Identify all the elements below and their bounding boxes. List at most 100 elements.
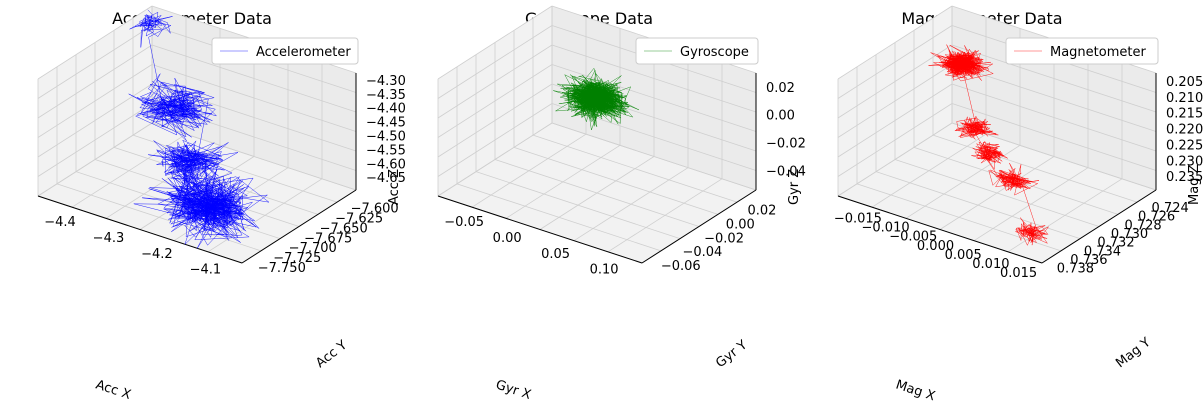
x-tick-label: 0.10 xyxy=(590,263,619,278)
z-tick-label: −4.35 xyxy=(366,88,406,103)
grid-line xyxy=(837,122,953,197)
z-tick-label: 0.220 xyxy=(1166,123,1203,138)
x-tick-label: −4.3 xyxy=(93,231,125,246)
y-tick-label: −7.600 xyxy=(351,202,399,217)
z-tick-label: 0.225 xyxy=(1166,138,1203,153)
z-axis-label: Acc Z xyxy=(387,169,402,205)
x-tick-label: 0.005 xyxy=(945,248,982,263)
z-tick-label: −4.65 xyxy=(366,171,406,186)
legend-box xyxy=(1005,37,1159,65)
grid-line xyxy=(532,134,738,203)
y-axis-label: Mag Y xyxy=(1113,335,1153,371)
x-tick-label: −4.1 xyxy=(190,263,222,278)
z-tick-label: 0.230 xyxy=(1166,154,1203,169)
grid-line xyxy=(437,122,553,197)
x-tick-label: −4.2 xyxy=(141,247,173,262)
grid-line xyxy=(37,5,153,80)
x-tick-label: 0.05 xyxy=(541,247,570,262)
legend-label: Magnetometer xyxy=(1050,45,1146,60)
y-tick-label: −7.725 xyxy=(273,251,321,266)
panel-2: Magnetometer Data−0.015−0.010−0.0050.000… xyxy=(834,5,1203,405)
z-tick-label: −4.45 xyxy=(366,116,406,131)
x-tick-label: 0.00 xyxy=(493,231,522,246)
x-tick-label: −0.005 xyxy=(889,230,937,245)
x-axis-label: Gyr X xyxy=(494,378,533,403)
grid-line xyxy=(551,122,757,191)
y-axis-line xyxy=(1041,189,1157,264)
z-tick-label: 0.00 xyxy=(766,109,795,124)
y-tick-label: 0.726 xyxy=(1138,210,1175,225)
x-axis-label: Mag X xyxy=(894,378,937,405)
y-tick-label: −7.625 xyxy=(335,212,383,227)
legend-label: Accelerometer xyxy=(256,45,351,60)
y-axis-label: Acc Y xyxy=(313,338,350,371)
tick-labels: −4.4 −4.3 −4.2 −4.1 −7.600−7.625−7.650−7.675… xyxy=(44,74,406,278)
grid-line xyxy=(37,122,153,197)
x-tick-label: 0.010 xyxy=(972,257,1009,272)
y-axis-line xyxy=(241,189,357,264)
y-tick-label: −7.700 xyxy=(289,241,337,256)
y-tick-label: 0.730 xyxy=(1111,227,1148,242)
y-axis-line xyxy=(641,189,757,264)
x-axis-label: Acc X xyxy=(94,378,133,403)
grid-line xyxy=(837,5,953,80)
y-tick-label: 0.724 xyxy=(1152,201,1189,216)
legend: Gyroscope xyxy=(635,37,759,65)
y-tick-label: −0.06 xyxy=(661,259,701,274)
series-trace xyxy=(928,44,1049,246)
x-tick-label: −0.010 xyxy=(862,221,910,236)
series-trace xyxy=(553,67,640,131)
legend-box xyxy=(635,37,759,65)
grid-line xyxy=(437,5,553,80)
tick-labels: −0.050.000.050.100.020.00−0.02−0.04−0.06… xyxy=(444,81,806,278)
x-tick-label: −4.4 xyxy=(44,215,76,230)
x-tick-label: 0.000 xyxy=(917,239,954,254)
z-tick-label: −4.60 xyxy=(366,157,406,172)
x-axis-line xyxy=(837,195,1043,264)
x-tick-label: −0.05 xyxy=(444,215,484,230)
y-tick-label: 0.736 xyxy=(1070,253,1107,268)
y-tick-label: 0.732 xyxy=(1097,236,1134,251)
x-tick-label: −0.015 xyxy=(834,212,882,227)
series-trace xyxy=(128,9,270,249)
z-tick-label: −4.50 xyxy=(366,130,406,145)
z-tick-label: −0.04 xyxy=(766,164,806,179)
y-tick-label: 0.02 xyxy=(747,204,776,219)
grid-line xyxy=(151,122,357,191)
y-tick-label: −7.650 xyxy=(320,221,368,236)
z-axis-label: Mag Z xyxy=(1187,164,1202,205)
z-tick-label: −4.40 xyxy=(366,102,406,117)
x-axis-line xyxy=(437,195,643,264)
y-tick-label: −0.04 xyxy=(682,245,722,260)
z-tick-label: 0.215 xyxy=(1166,107,1203,122)
y-tick-label: 0.728 xyxy=(1124,218,1161,233)
y-tick-label: 0.00 xyxy=(726,217,755,232)
y-tick-label: −7.675 xyxy=(304,231,352,246)
z-tick-label: −4.55 xyxy=(366,143,406,158)
grid-line xyxy=(837,25,953,99)
y-tick-label: −0.02 xyxy=(704,231,744,246)
legend: Accelerometer xyxy=(211,37,359,65)
y-tick-label: −7.750 xyxy=(258,261,306,276)
legend: Magnetometer xyxy=(1005,37,1159,65)
x-tick-label: 0.015 xyxy=(1000,266,1037,281)
grid-line xyxy=(37,25,153,99)
grid-line xyxy=(437,25,553,99)
z-axis-label: Gyr Z xyxy=(787,169,802,205)
x-axis-line xyxy=(37,195,243,264)
z-tick-label: −0.02 xyxy=(766,136,806,151)
panel-1: Gyroscope Data−0.050.000.050.100.020.00−… xyxy=(437,5,806,403)
z-tick-label: 0.235 xyxy=(1166,170,1203,185)
grid-line xyxy=(132,134,338,203)
z-tick-label: 0.210 xyxy=(1166,91,1203,106)
z-tick-label: 0.02 xyxy=(766,81,795,96)
grid-line xyxy=(932,134,1138,203)
panel-0: Accelerometer Data−4.4−4.3−4.2−4.1−7.600… xyxy=(37,5,406,403)
y-axis-label: Gyr Y xyxy=(713,338,750,372)
z-tick-label: −4.30 xyxy=(366,74,406,89)
z-tick-label: 0.205 xyxy=(1166,75,1203,90)
legend-box xyxy=(211,37,359,65)
y-tick-label: 0.734 xyxy=(1084,244,1121,259)
